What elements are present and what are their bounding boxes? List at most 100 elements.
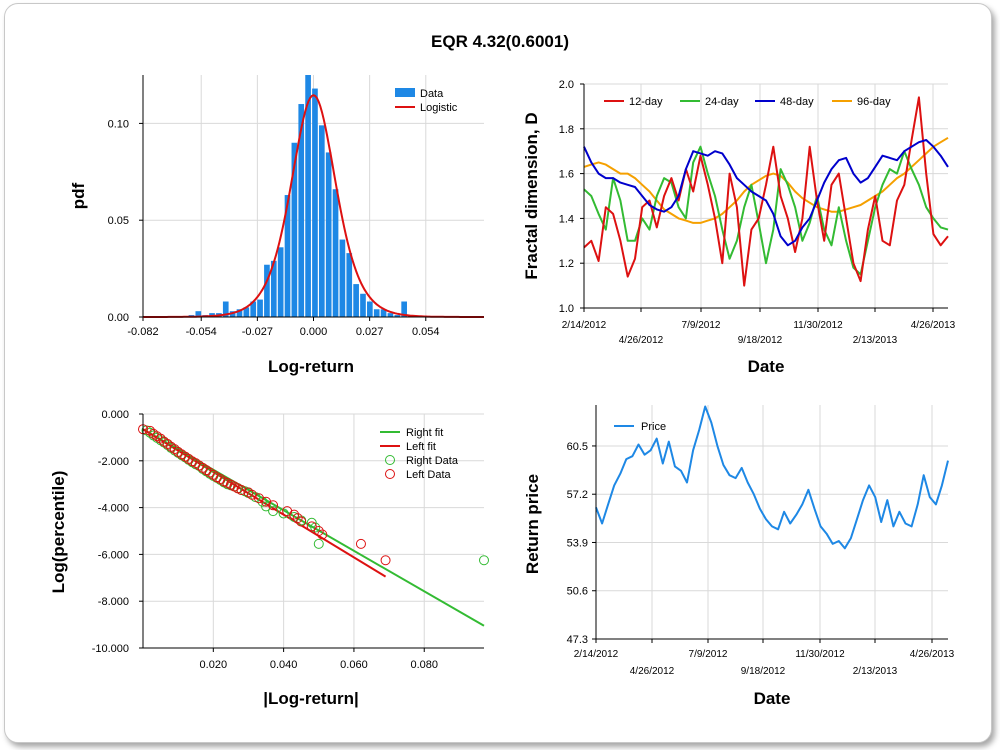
left-data-point: [317, 529, 328, 540]
right-data-point: [313, 538, 324, 549]
histogram-bar: [332, 189, 339, 317]
left-data-point: [173, 446, 184, 457]
legend-label-96-day: 96-day: [857, 96, 891, 108]
histogram-bar: [264, 264, 270, 317]
histogram-bar: [257, 299, 263, 317]
histogram-bar: [270, 260, 277, 317]
histogram-bar: [318, 125, 325, 317]
x-tick-label: 0.000: [300, 326, 328, 338]
figure-title: EQR 4.32(0.6001): [431, 32, 569, 51]
legend-label-48-day: 48-day: [780, 96, 814, 108]
series-line-24-day: [583, 145, 949, 276]
x-tick-label: 0.027: [356, 326, 384, 338]
x-tick-label: 9/18/2012: [741, 666, 786, 677]
left-data-point: [176, 449, 187, 460]
left-data-point: [292, 513, 303, 524]
left-data-point: [180, 451, 191, 462]
left-data-point: [166, 441, 177, 452]
histogram-bar: [312, 88, 318, 317]
x-tick-label: 4/26/2013: [911, 320, 956, 331]
histogram-bar: [222, 301, 229, 317]
y-tick-label: -2.000: [98, 456, 129, 468]
histogram-bar: [373, 309, 380, 317]
x-tick-label: 0.040: [270, 659, 298, 671]
legend-label-left-data: Left Data: [406, 469, 452, 481]
histogram-bar: [284, 195, 291, 317]
left-data-point: [201, 465, 212, 476]
legend-swatch-left-data: [385, 469, 395, 479]
left-data-point: [243, 487, 254, 498]
x-tick-label: 0.054: [412, 326, 440, 338]
right-data-point: [479, 555, 489, 566]
x-tick-label: 11/30/2012: [793, 320, 843, 331]
left-data-point: [204, 467, 215, 478]
y-tick-label: -8.000: [98, 596, 129, 608]
right-data-point: [268, 506, 279, 517]
histogram-bar: [291, 142, 298, 317]
x-tick-label: 4/26/2012: [630, 666, 675, 677]
left-data-point: [152, 431, 163, 442]
y-tick-label: 1.6: [559, 169, 574, 181]
y-tick-label: 2.0: [559, 79, 574, 91]
histogram-bar: [394, 315, 401, 317]
x-tick-label: 4/26/2012: [619, 335, 664, 346]
y-tick-label: -10.000: [92, 643, 129, 655]
price-line: [595, 405, 949, 550]
x-tick-label: -0.082: [127, 326, 158, 338]
x-tick-label: 11/30/2012: [795, 649, 845, 660]
left-data-point: [380, 555, 391, 566]
histogram-bar: [236, 309, 243, 317]
y-tick-label: 50.6: [567, 586, 588, 598]
histogram-bar: [229, 311, 236, 317]
series-line-48-day: [583, 139, 949, 247]
x-tick-label: 2/14/2012: [574, 649, 619, 660]
histogram-bar: [353, 284, 359, 317]
x-tick-label: 7/9/2012: [682, 320, 721, 331]
left-data-point: [197, 462, 208, 473]
histogram-bar: [298, 104, 305, 317]
left-data-point: [155, 433, 166, 444]
x-axis-title: Date: [754, 689, 791, 708]
y-tick-label: 57.2: [567, 489, 588, 501]
left-data-point: [159, 436, 170, 447]
x-axis-title: Date: [748, 357, 785, 376]
left-data-point: [169, 444, 180, 455]
histogram-bar: [277, 247, 284, 317]
series-line-96-day: [583, 136, 949, 224]
x-tick-label: -0.027: [242, 326, 273, 338]
series-line-12-day: [583, 96, 949, 287]
histogram-bar: [346, 253, 353, 317]
histogram-bar: [367, 301, 373, 317]
right-data-point: [261, 501, 272, 512]
y-tick-label: 47.3: [567, 634, 588, 646]
left-data-point: [236, 485, 247, 496]
y-tick-label: 0.000: [101, 409, 129, 421]
x-tick-label: 0.080: [410, 659, 438, 671]
histogram-bar: [401, 301, 407, 317]
y-tick-label: 1.4: [559, 213, 574, 225]
histogram-bar: [360, 293, 366, 317]
legend-label-24-day: 24-day: [705, 96, 739, 108]
left-data-point: [194, 460, 205, 471]
legend-label-right-data: Right Data: [406, 455, 459, 467]
left-data-point: [313, 526, 324, 536]
x-tick-label: 0.060: [340, 659, 368, 671]
legend-label-logistic: Logistic: [420, 102, 458, 114]
y-tick-label: 0.10: [108, 118, 129, 130]
legend-label-price: Price: [641, 421, 666, 433]
left-data-point: [289, 509, 300, 520]
left-data-point: [162, 438, 173, 449]
histogram-bar: [195, 311, 202, 317]
x-tick-label: 9/18/2012: [738, 335, 783, 346]
y-tick-label: 1.2: [559, 258, 574, 270]
y-tick-label: -4.000: [98, 503, 129, 515]
y-tick-label: 0.00: [108, 312, 129, 324]
y-tick-label: -6.000: [98, 549, 129, 561]
y-tick-label: 1.8: [559, 124, 574, 136]
right-data-point: [278, 508, 289, 519]
x-tick-label: 2/13/2013: [853, 335, 898, 346]
y-tick-label: 60.5: [567, 441, 588, 453]
y-axis-title: Fractal dimension, D: [522, 112, 541, 279]
